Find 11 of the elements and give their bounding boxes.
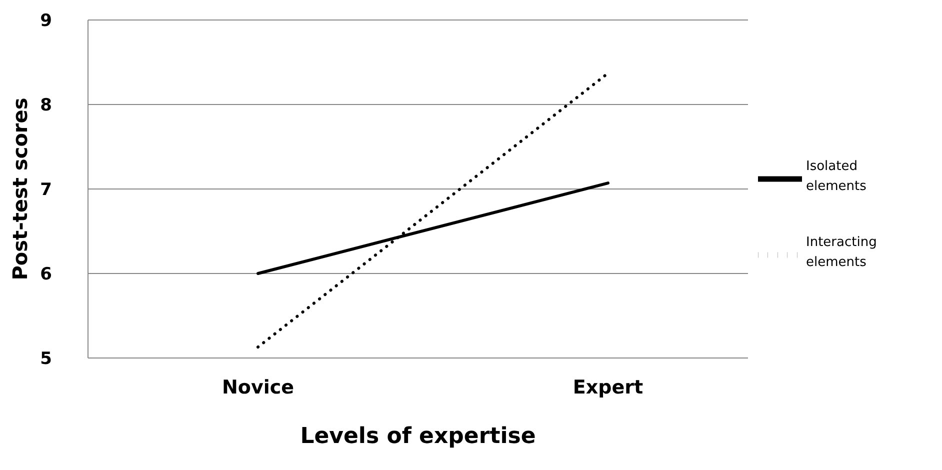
y-tick-label: 9 [40,11,52,32]
y-axis-title: Post-test scores [8,98,32,280]
x-axis-title: Levels of expertise [300,424,536,449]
y-tick-label: 7 [40,180,52,200]
y-tick-label: 5 [40,349,52,370]
x-tick-label: Novice [222,376,294,398]
legend-label: Interacting elements [806,234,878,272]
y-tick-label: 6 [40,264,52,285]
legend-label: Isolated elements [806,158,868,196]
y-tick-label: 8 [40,96,52,116]
x-tick-label: Expert [572,376,644,398]
